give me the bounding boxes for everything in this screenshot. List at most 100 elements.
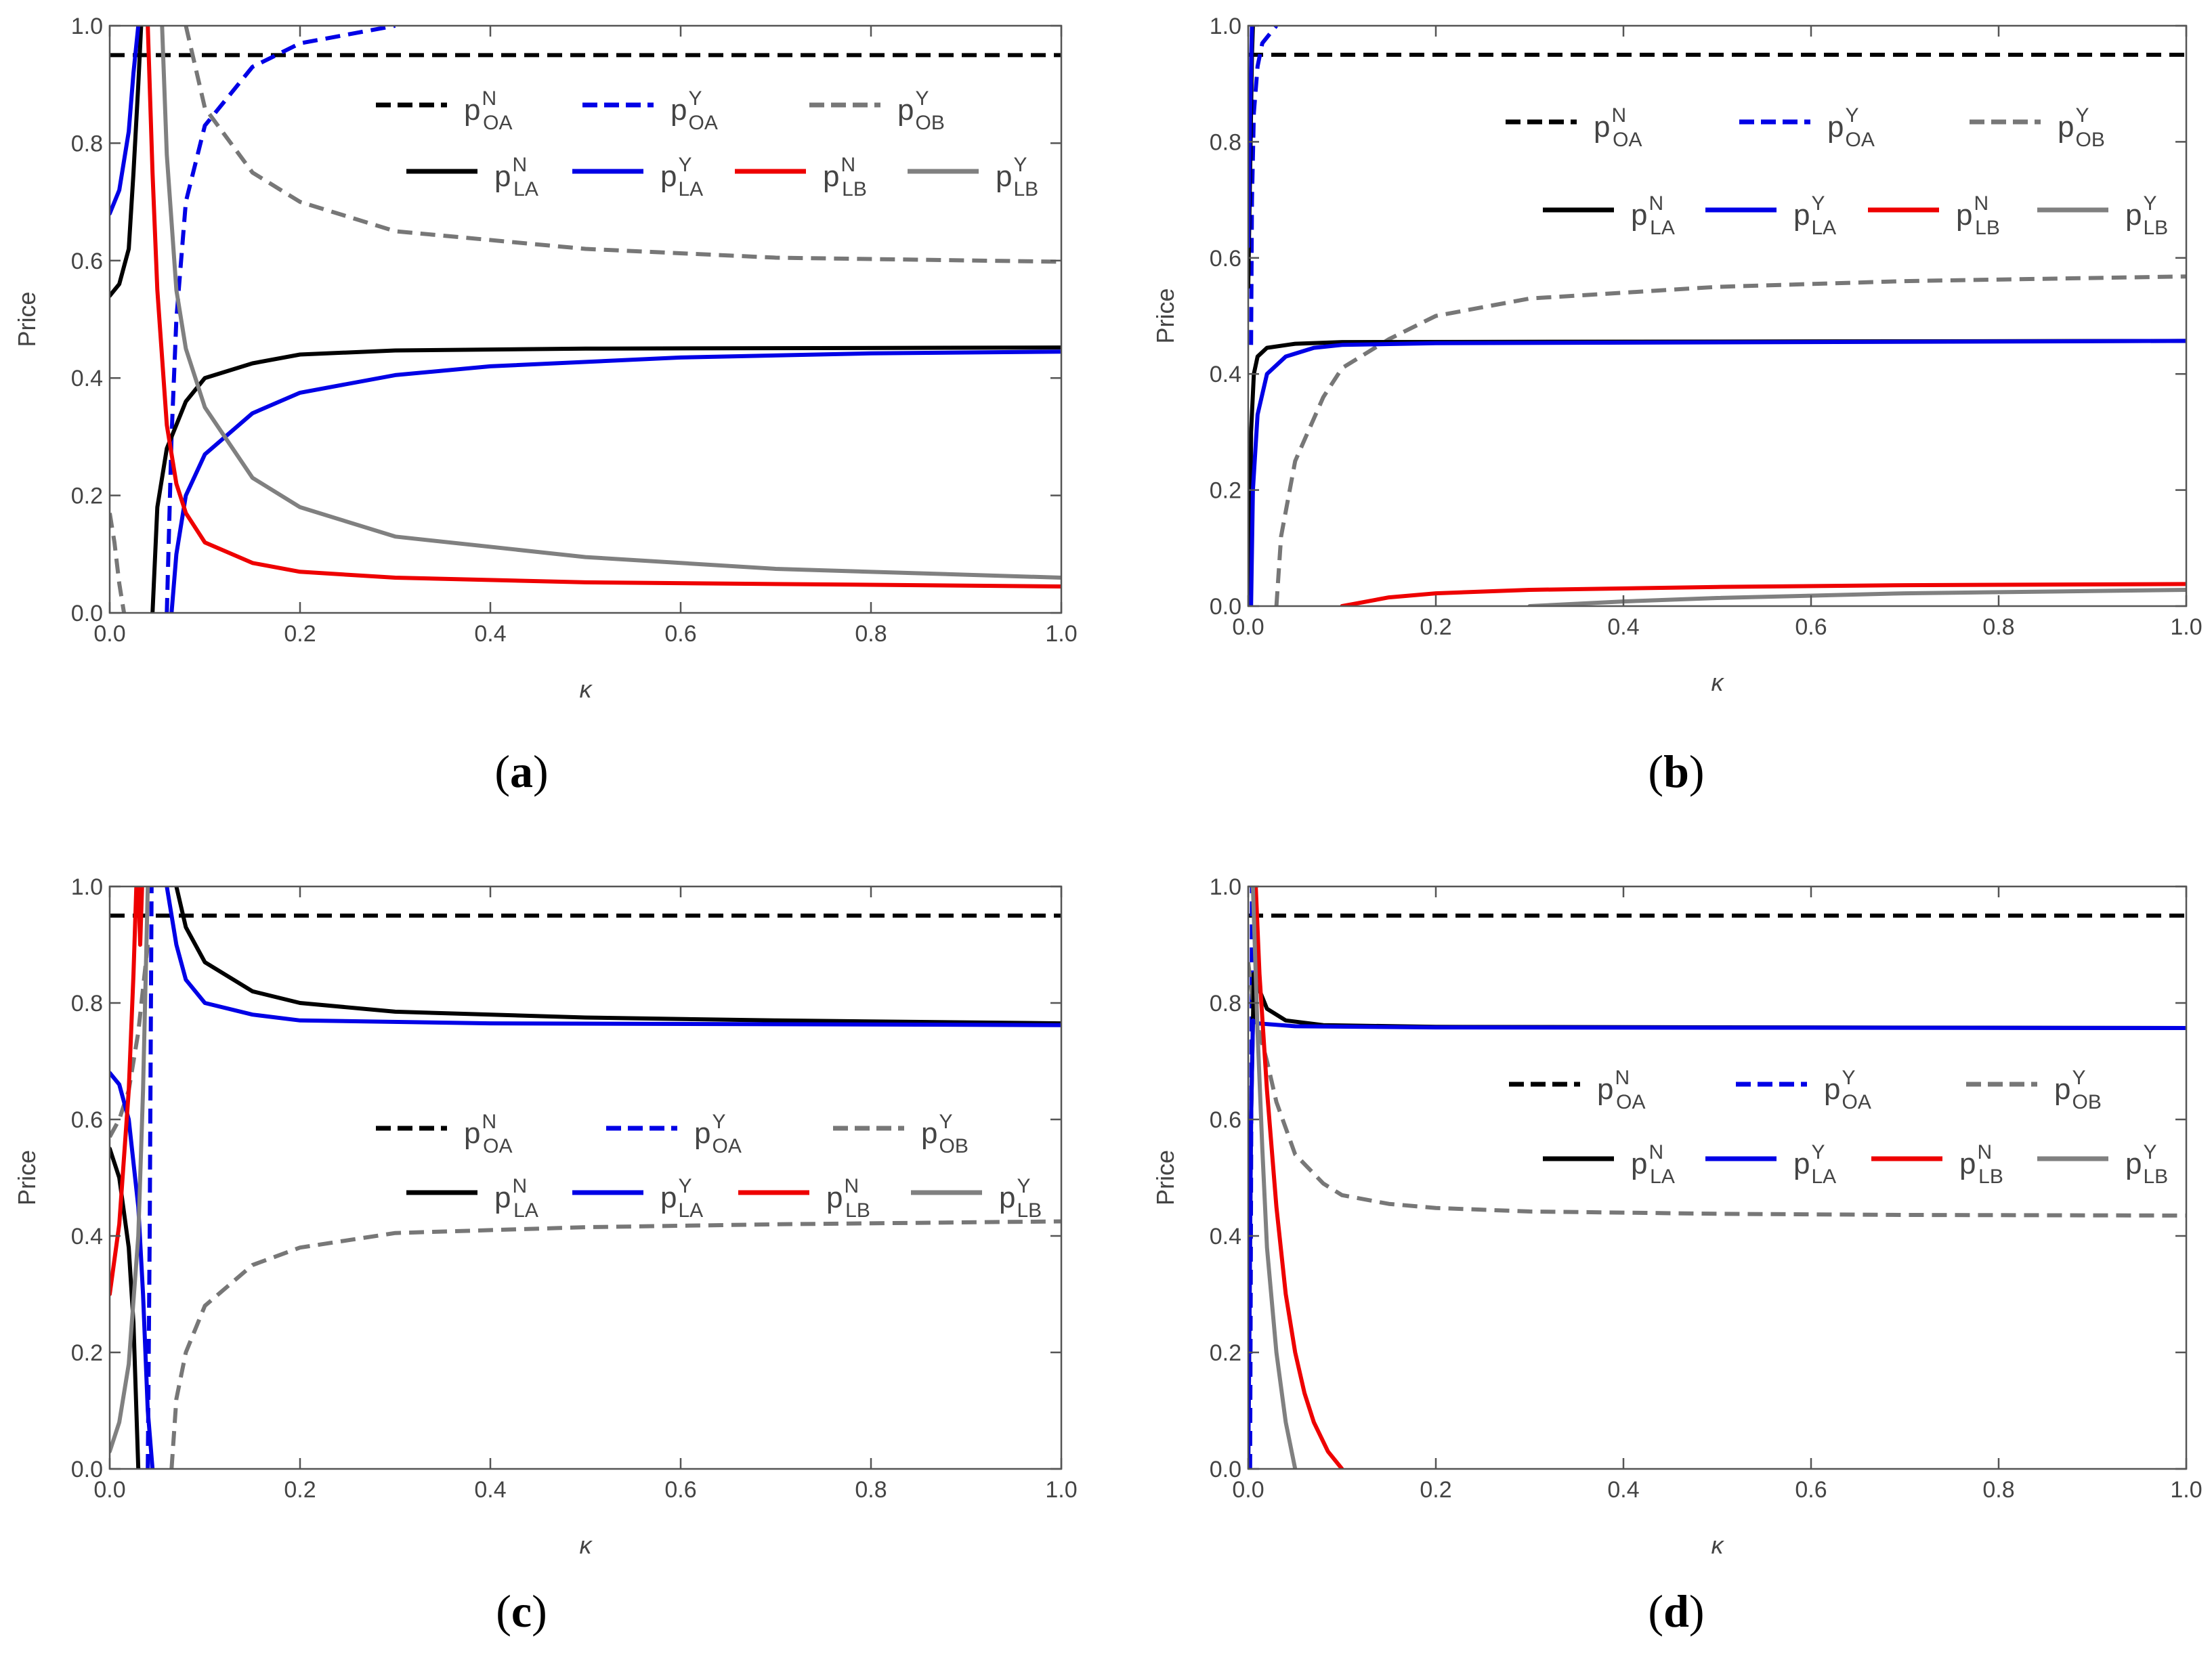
legend-label-pLA_N: pN LA [1631, 192, 1675, 239]
legend-item-pOB_Y: pY OB [833, 1111, 969, 1157]
legend-label-pLA_N: pN LA [1631, 1141, 1675, 1188]
y-tick-label: 1.0 [71, 14, 103, 39]
y-tick-label: 1.0 [71, 874, 103, 900]
plot-frame [1247, 885, 2188, 1470]
x-axis-label: κ [580, 675, 593, 703]
series-line-pLA_Y-seg1 [169, 349, 1061, 613]
series-line-pLB_Y [110, 886, 150, 1454]
series-line-pLA_Y-seg1 [165, 886, 1061, 1027]
chart-a-svg: 0.0 0.2 0.4 0.6 0.8 1.0 0.0 0.2 0.4 0.6 0.8 1.0 κ Pri… [13, 14, 1078, 703]
legend-label-pOA_Y: pY OA [1824, 1067, 1871, 1113]
x-axis-label: κ [580, 1531, 593, 1559]
legend-label-pOA_N: pN OA [1597, 1067, 1646, 1113]
y-tick-label: 0.2 [1210, 1340, 1241, 1366]
legend-item-pOA_Y: pY OA [1736, 1067, 1871, 1113]
legend-label-pLA_Y: pY LA [1793, 192, 1836, 239]
y-axis-label: Price [1151, 288, 1179, 343]
legend-item-pOA_Y: pY OA [1739, 104, 1875, 151]
chart-c-svg: 0.0 0.2 0.4 0.6 0.8 1.0 0.0 0.2 0.4 0.6 0.8 1.0 κ Pri… [13, 874, 1078, 1559]
y-tick-label: 0.2 [71, 484, 103, 509]
legend-label-pLB_N: pN LB [826, 1175, 870, 1222]
chart-d-svg: 0.0 0.2 0.4 0.6 0.8 1.0 0.0 0.2 0.4 0.6 0.8 1.0 κ Pri… [1151, 874, 2203, 1559]
series-line-pLB_N [1254, 886, 1344, 1469]
legend-item-pOA_N: pN OA [1506, 104, 1642, 151]
x-tick-label: 1.0 [1045, 621, 1077, 647]
series-line-pLB_N [146, 26, 1061, 589]
legend-label-pOA_N: pN OA [464, 1111, 513, 1157]
series-line-pLB_N-seg0 [110, 886, 139, 1296]
x-tick-label: 0.6 [1795, 1477, 1827, 1503]
legend-item-pOB_Y: pY OB [1966, 1067, 2102, 1113]
y-tick-label: 0.0 [1210, 594, 1241, 620]
x-tick-label: 0.8 [855, 1477, 887, 1503]
x-tick-label: 0.0 [1232, 1477, 1264, 1503]
chart-panel-b: 0.0 0.2 0.4 0.6 0.8 1.0 0.0 0.2 0.4 0.6 0.8 1.0 κ Pri… [1106, 0, 2212, 834]
legend-item-pLA_N: pN LA [1543, 192, 1675, 239]
legend-item-pLB_N: pN LB [735, 154, 867, 200]
x-tick-label: 0.8 [855, 621, 887, 647]
series-group [1248, 26, 2186, 606]
legend-label-pLA_Y: pY LA [660, 1175, 703, 1222]
series-group [110, 886, 1061, 1469]
x-tick-label: 1.0 [2170, 614, 2202, 640]
legend-label-pLB_N: pN LB [1959, 1141, 2003, 1188]
y-tick-label: 0.0 [71, 601, 103, 626]
x-tick-label: 0.0 [93, 621, 125, 647]
chart-panel-a: 0.0 0.2 0.4 0.6 0.8 1.0 0.0 0.2 0.4 0.6 0.8 1.0 κ Pri… [0, 0, 1106, 834]
legend-item-pLA_N: pN LA [406, 1175, 538, 1222]
legend-label-pOB_Y: pY OB [2058, 104, 2105, 151]
y-tick-label: 0.4 [1210, 1224, 1241, 1249]
legend-item-pLA_Y: pY LA [572, 154, 703, 200]
y-tick-label: 0.6 [71, 1107, 103, 1133]
y-tick-label: 0.6 [1210, 1107, 1241, 1133]
y-tick-label: 0.0 [71, 1457, 103, 1482]
series-line-pLA_N-seg1 [174, 886, 1061, 1026]
y-axis-label: Price [13, 291, 41, 347]
series-line-pOA_Y [165, 26, 396, 613]
legend-label-pLB_N: pN LB [823, 154, 867, 200]
legend-label-pLB_Y: pY LB [2125, 192, 2168, 239]
series-line-pLB_Y [160, 26, 1061, 580]
x-tick-label: 0.2 [284, 621, 316, 647]
series-line-pLA_N-seg0 [110, 26, 144, 298]
y-axis-label: Price [13, 1150, 41, 1205]
caption-b: (b) [1648, 746, 1705, 797]
chart-b-svg: 0.0 0.2 0.4 0.6 0.8 1.0 0.0 0.2 0.4 0.6 0.8 1.0 κ Pri… [1151, 14, 2203, 696]
legend-item-pLA_N: pN LA [1543, 1141, 1675, 1188]
x-tick-label: 0.6 [664, 1477, 696, 1503]
caption-a: (a) [494, 746, 549, 797]
chart-panel-c: 0.0 0.2 0.4 0.6 0.8 1.0 0.0 0.2 0.4 0.6 0.8 1.0 κ Pri… [0, 834, 1106, 1668]
legend-item-pOA_N: pN OA [376, 87, 513, 134]
caption-d: (d) [1648, 1585, 1705, 1637]
legend-item-pLB_Y: pY LB [2037, 192, 2168, 239]
y-tick-label: 0.2 [1210, 478, 1241, 504]
legend-label-pLB_N: pN LB [1956, 192, 2000, 239]
x-tick-label: 0.4 [1607, 1477, 1639, 1503]
x-tick-label: 1.0 [1045, 1477, 1077, 1503]
series-line-pOB_Y-seg1 [184, 26, 1061, 264]
y-tick-label: 0.4 [71, 366, 103, 391]
x-tick-label: 0.4 [474, 621, 506, 647]
legend-item-pLB_N: pN LB [738, 1175, 870, 1222]
series-line-pOB_Y-seg0 [110, 513, 127, 613]
legend-label-pLA_Y: pY LA [660, 154, 703, 200]
legend-item-pOA_N: pN OA [376, 1111, 513, 1157]
y-axis-label: Price [1151, 1150, 1179, 1205]
x-tick-label: 0.6 [664, 621, 696, 647]
legend-label-pLB_Y: pY LB [999, 1175, 1042, 1222]
series-line-pLB_Y [1250, 886, 1298, 1469]
legend-item-pLB_Y: pY LB [911, 1175, 1042, 1222]
legend-label-pOA_Y: pY OA [671, 87, 718, 134]
y-tick-label: 0.0 [1210, 1457, 1241, 1482]
legend-label-pOA_Y: pY OA [1827, 104, 1875, 151]
y-tick-label: 0.8 [71, 991, 103, 1017]
x-tick-label: 0.0 [93, 1477, 125, 1503]
legend-item-pLB_Y: pY LB [2037, 1141, 2168, 1188]
x-tick-label: 0.2 [1420, 1477, 1451, 1503]
y-tick-label: 1.0 [1210, 874, 1241, 900]
legend-item-pOA_N: pN OA [1509, 1067, 1646, 1113]
chart-panel-d: 0.0 0.2 0.4 0.6 0.8 1.0 0.0 0.2 0.4 0.6 0.8 1.0 κ Pri… [1106, 834, 2212, 1668]
legend-label-pLA_N: pN LA [494, 1175, 538, 1222]
x-axis-label: κ [1711, 1531, 1725, 1559]
x-tick-label: 0.8 [1982, 1477, 2014, 1503]
